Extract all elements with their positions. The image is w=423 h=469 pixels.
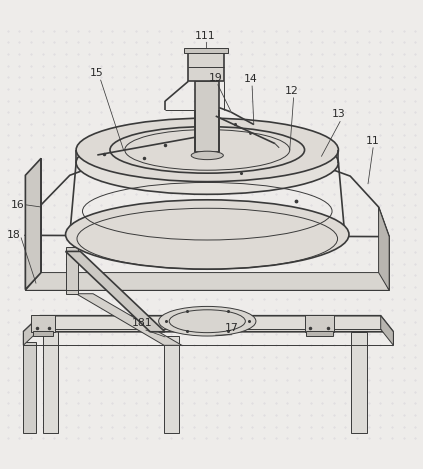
- Polygon shape: [164, 336, 179, 433]
- Text: 14: 14: [244, 74, 257, 84]
- Text: 181: 181: [132, 318, 152, 328]
- Ellipse shape: [66, 200, 349, 269]
- Text: 12: 12: [285, 86, 299, 96]
- Polygon shape: [184, 47, 228, 53]
- Polygon shape: [33, 331, 53, 336]
- Polygon shape: [379, 207, 389, 290]
- Text: 111: 111: [195, 31, 216, 41]
- Polygon shape: [25, 159, 41, 289]
- Text: 16: 16: [11, 200, 25, 210]
- Polygon shape: [76, 294, 182, 345]
- Text: 19: 19: [209, 73, 222, 83]
- Polygon shape: [195, 82, 219, 152]
- Polygon shape: [43, 327, 58, 433]
- Polygon shape: [66, 247, 78, 294]
- Ellipse shape: [76, 118, 338, 182]
- Polygon shape: [351, 332, 367, 433]
- Ellipse shape: [191, 151, 223, 159]
- Polygon shape: [381, 316, 393, 345]
- Text: 15: 15: [90, 68, 103, 78]
- Ellipse shape: [159, 306, 256, 336]
- Polygon shape: [305, 315, 334, 332]
- Text: 13: 13: [332, 109, 345, 120]
- Polygon shape: [306, 331, 333, 336]
- Polygon shape: [25, 272, 389, 290]
- Polygon shape: [25, 205, 41, 290]
- Text: 18: 18: [7, 230, 20, 240]
- Ellipse shape: [76, 131, 338, 194]
- Polygon shape: [66, 251, 165, 332]
- Polygon shape: [23, 316, 393, 332]
- Polygon shape: [188, 53, 224, 82]
- Text: 17: 17: [225, 323, 239, 333]
- Polygon shape: [379, 207, 389, 290]
- Polygon shape: [23, 342, 36, 433]
- Polygon shape: [23, 316, 40, 345]
- Text: 11: 11: [365, 136, 379, 146]
- Polygon shape: [31, 315, 55, 332]
